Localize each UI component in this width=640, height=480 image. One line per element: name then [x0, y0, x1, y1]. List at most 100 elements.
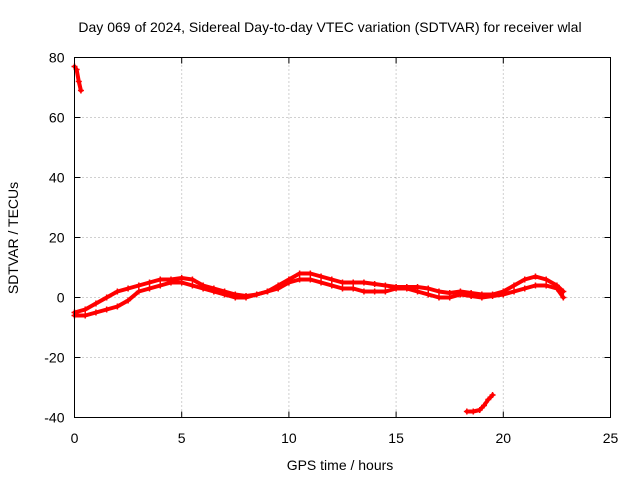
- x-tick-label: 15: [388, 430, 404, 446]
- data-point: [521, 276, 528, 283]
- grid-lines: [74, 57, 611, 418]
- data-point: [157, 282, 164, 289]
- data-point: [77, 87, 84, 94]
- data-point: [560, 294, 567, 301]
- data-point: [200, 285, 207, 292]
- data-point: [470, 408, 477, 415]
- data-point: [75, 78, 82, 85]
- data-point: [393, 285, 400, 292]
- plot-frame: [74, 57, 611, 418]
- data-point: [296, 270, 303, 277]
- data-point: [296, 276, 303, 283]
- x-tick-label: 20: [496, 430, 512, 446]
- data-point: [425, 291, 432, 298]
- data-point: [157, 276, 164, 283]
- data-point: [253, 291, 260, 298]
- data-point: [511, 282, 518, 289]
- chart-title: Day 069 of 2024, Sidereal Day-to-day VTE…: [78, 19, 581, 35]
- x-tick-label: 10: [281, 430, 297, 446]
- data-point: [478, 294, 485, 301]
- data-point: [382, 288, 389, 295]
- data-point: [553, 285, 560, 292]
- data-point: [146, 285, 153, 292]
- data-point: [485, 396, 492, 403]
- y-tick-label: 80: [49, 50, 65, 66]
- data-series: [71, 63, 567, 415]
- data-point: [114, 303, 121, 310]
- data-point: [82, 306, 89, 313]
- data-point: [92, 300, 99, 307]
- data-point: [360, 279, 367, 286]
- data-point: [82, 312, 89, 319]
- y-tick-label: 0: [57, 290, 65, 306]
- data-point: [425, 285, 432, 292]
- series-segment-early: [72, 64, 83, 93]
- data-point: [103, 294, 110, 301]
- data-point: [178, 279, 185, 286]
- data-point: [360, 288, 367, 295]
- data-point: [243, 294, 250, 301]
- data-point: [500, 291, 507, 298]
- y-axis-label: SDTVAR / TECUs: [5, 182, 21, 294]
- data-point: [285, 279, 292, 286]
- data-point: [435, 294, 442, 301]
- data-point: [103, 306, 110, 313]
- data-point: [435, 288, 442, 295]
- series-main-upper: [72, 271, 566, 315]
- data-point: [307, 270, 314, 277]
- y-tick-label: -20: [44, 350, 64, 366]
- data-point: [468, 293, 475, 299]
- data-point: [339, 285, 346, 292]
- data-point: [318, 273, 325, 280]
- data-point: [371, 281, 378, 287]
- data-point: [339, 279, 346, 286]
- data-point: [511, 288, 518, 295]
- data-point: [135, 288, 142, 295]
- data-point: [543, 276, 550, 283]
- data-point: [307, 276, 314, 283]
- x-tick-labels: 0 5 10 15 20 25: [71, 430, 619, 446]
- data-point: [446, 294, 453, 301]
- data-point: [167, 279, 174, 286]
- data-point: [264, 288, 271, 295]
- data-point: [403, 285, 410, 292]
- data-point: [210, 288, 217, 295]
- data-point: [189, 276, 196, 283]
- data-point: [189, 282, 196, 289]
- y-tick-labels: -40 -20 0 20 40 60 80: [44, 50, 64, 426]
- y-tick-label: 60: [49, 110, 65, 126]
- data-point: [135, 282, 142, 289]
- data-point: [489, 293, 496, 299]
- data-point: [92, 309, 99, 316]
- data-point: [463, 408, 470, 415]
- data-point: [382, 282, 389, 289]
- data-point: [328, 282, 335, 289]
- data-point: [125, 285, 132, 292]
- data-point: [146, 279, 153, 286]
- data-point: [414, 288, 421, 295]
- data-point: [350, 279, 357, 286]
- data-point: [481, 402, 488, 409]
- data-point: [125, 297, 132, 304]
- data-point: [371, 288, 378, 295]
- data-point: [350, 285, 357, 292]
- data-point: [318, 279, 325, 286]
- y-tick-label: -40: [44, 410, 64, 426]
- data-point: [476, 407, 483, 413]
- x-axis-label: GPS time / hours: [287, 457, 394, 473]
- data-point: [114, 288, 121, 295]
- y-tick-label: 20: [49, 230, 65, 246]
- x-tick-label: 25: [603, 430, 619, 446]
- x-tick-label: 5: [178, 430, 186, 446]
- data-point: [328, 276, 335, 283]
- data-point: [221, 291, 228, 298]
- data-point: [232, 294, 239, 301]
- data-point: [521, 285, 528, 292]
- y-tick-label: 40: [49, 170, 65, 186]
- data-point: [489, 392, 496, 398]
- data-point: [543, 282, 550, 289]
- data-point: [532, 273, 539, 280]
- data-point: [532, 282, 539, 289]
- data-point: [457, 291, 464, 298]
